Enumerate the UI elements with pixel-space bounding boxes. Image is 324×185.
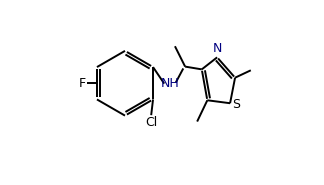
Text: NH: NH <box>160 77 179 90</box>
Text: S: S <box>232 98 240 111</box>
Text: Cl: Cl <box>145 116 157 129</box>
Text: N: N <box>213 42 222 55</box>
Text: F: F <box>79 77 86 90</box>
